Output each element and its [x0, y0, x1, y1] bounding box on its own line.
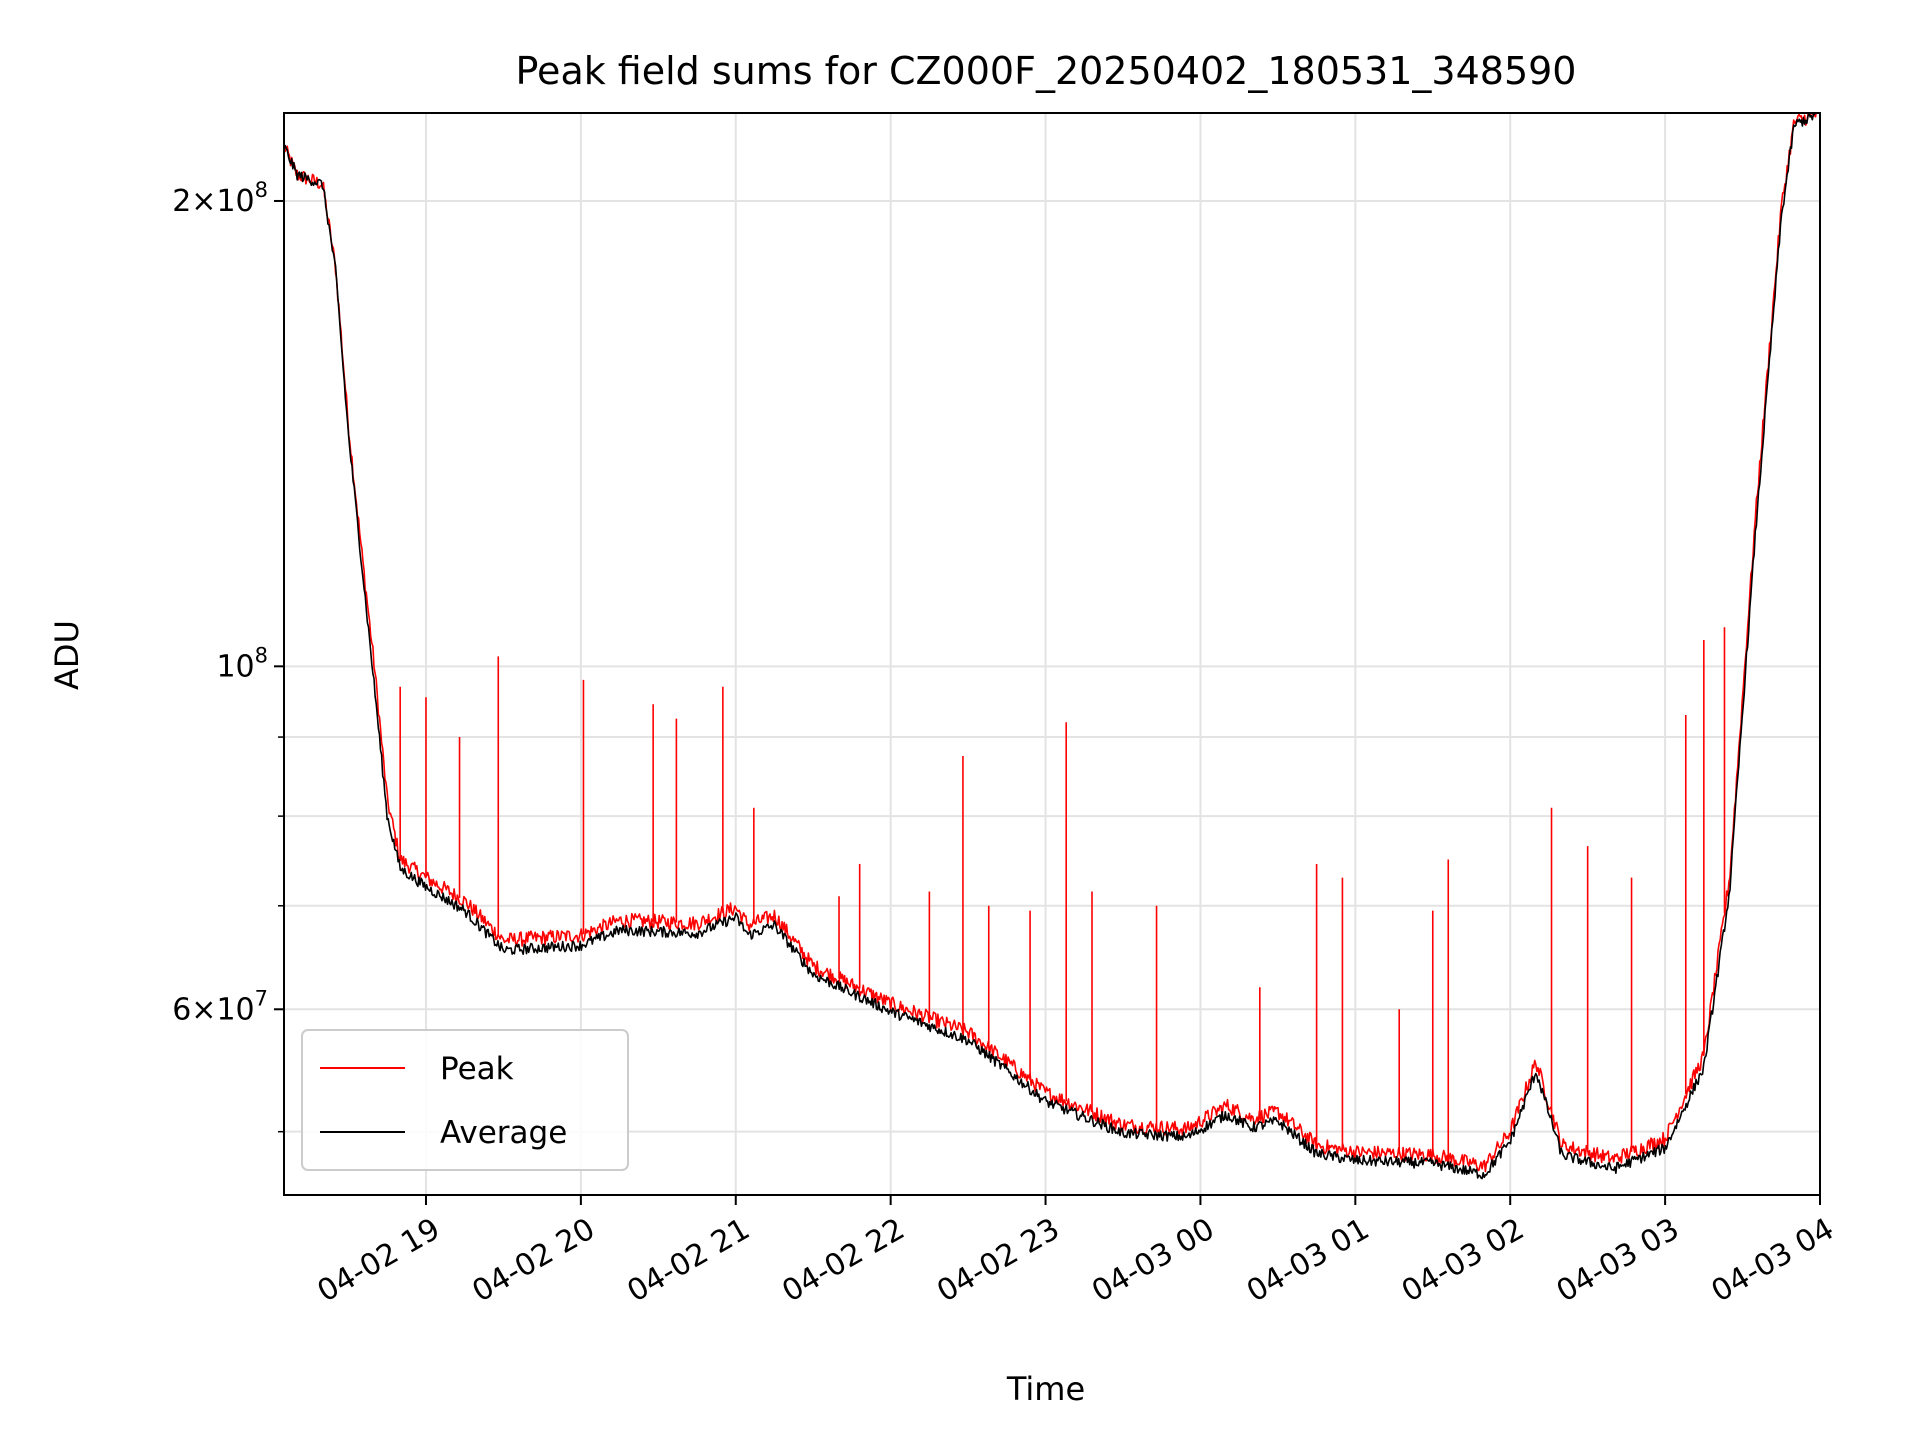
- y-tick-label: 6×107: [172, 986, 268, 1027]
- x-tick-label: 04-03 04: [1706, 1212, 1840, 1310]
- y-tick-label: 108: [216, 643, 268, 684]
- x-tick-label: 04-03 02: [1396, 1212, 1530, 1310]
- y-axis: 2×108 108 6×107: [172, 178, 284, 1133]
- y-tick-label: 2×108: [172, 178, 268, 219]
- legend-box: [301, 1029, 629, 1171]
- chart-title: Peak field sums for CZ000F_20250402_1805…: [516, 49, 1577, 93]
- legend-label-peak: Peak: [440, 1051, 514, 1087]
- y-axis-label: ADU: [48, 620, 86, 690]
- series-layer: [284, 113, 1820, 1180]
- x-tick-label: 04-02 21: [621, 1212, 755, 1310]
- x-tick-label: 04-02 19: [312, 1212, 446, 1310]
- x-axis: 04-02 19 04-02 20 04-02 21 04-02 22 04-02 23…: [312, 1195, 1840, 1309]
- series-line-peak: [284, 113, 1817, 1173]
- grid: [284, 113, 1821, 1195]
- x-tick-label: 04-03 03: [1551, 1212, 1685, 1310]
- x-tick-label: 04-02 20: [467, 1212, 601, 1310]
- x-tick-label: 04-03 01: [1241, 1212, 1375, 1310]
- x-tick-label: 04-02 22: [776, 1212, 910, 1310]
- x-tick-label: 04-02 23: [931, 1212, 1065, 1310]
- plot-frame: [283, 112, 1821, 1196]
- x-tick-label: 04-03 00: [1086, 1212, 1220, 1310]
- series-clip-group: [284, 113, 1820, 1180]
- legend-label-average: Average: [440, 1115, 567, 1151]
- x-axis-label: Time: [1006, 1370, 1085, 1408]
- legend: Peak Average: [301, 1029, 629, 1171]
- series-line-average: [284, 113, 1820, 1180]
